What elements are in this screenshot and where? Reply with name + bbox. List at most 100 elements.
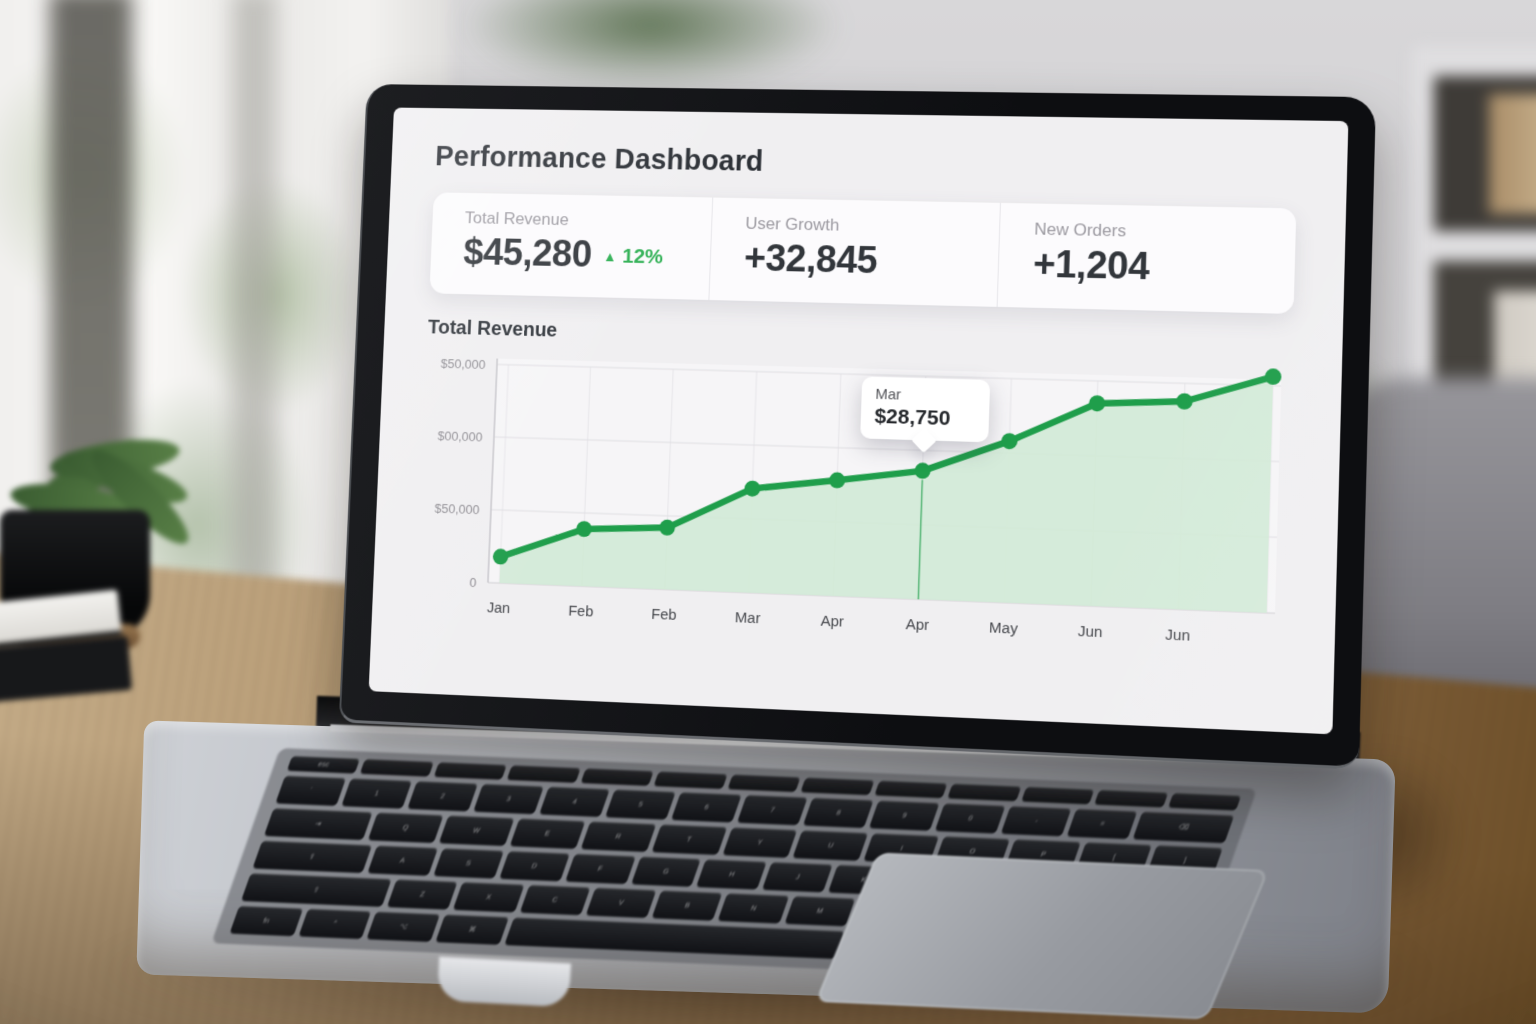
keyboard-key: 9: [869, 800, 940, 831]
keyboard-key: [1094, 789, 1168, 808]
keyboard-key: B: [651, 890, 723, 921]
x-tick-label: Feb: [651, 607, 677, 624]
data-point: [659, 519, 676, 536]
keyboard-key: [653, 771, 728, 790]
keyboard-key: X: [453, 882, 525, 913]
keyboard-key: C: [519, 885, 591, 916]
keyboard-key: ⇥: [263, 808, 373, 841]
keyboard-key: 2: [407, 781, 478, 812]
keyboard-key: [507, 765, 581, 783]
data-point: [914, 462, 931, 480]
shelf-books: [1489, 94, 1536, 214]
area-fill: [499, 356, 1274, 613]
stat-new-orders: New Orders +1,204: [996, 202, 1297, 314]
stat-user-growth: User Growth +32,845: [708, 197, 1000, 307]
chart-area: $50,000 $00,000 $50,000 0 Jan Feb Feb Mar Apr Apr…: [415, 345, 1301, 676]
keyboard-key: [1020, 786, 1095, 805]
keyboard-key: ⇧: [240, 873, 392, 907]
x-tick-label: Apr: [905, 617, 929, 634]
keyboard-key: V: [585, 887, 657, 918]
keyboard-key: 6: [671, 792, 742, 823]
y-tick-label: $50,000: [434, 501, 479, 518]
delta-value: 12%: [621, 244, 664, 268]
x-tick-label: May: [989, 620, 1019, 638]
stat-value: +1,204: [1032, 243, 1150, 289]
keyboard-key: 1: [341, 778, 413, 809]
keyboard-key: ⌘: [435, 914, 509, 945]
x-tick-label: Feb: [568, 603, 594, 620]
lid-open-notch: [436, 956, 572, 1008]
keyboard-key: [360, 759, 434, 777]
keyboard-key: 5: [605, 789, 676, 820]
tooltip-value: $28,750: [874, 405, 951, 431]
keyboard-key: Q: [367, 812, 444, 844]
y-tick-label: $00,000: [437, 428, 482, 444]
keyboard-key: J: [762, 862, 834, 893]
stat-delta: ▲ 12%: [603, 244, 664, 269]
trackpad: [815, 852, 1269, 1020]
keyboard-key: N: [718, 893, 789, 924]
keyboard-key: Z: [386, 879, 458, 910]
stats-card: Total Revenue $45,280 ▲ 12% User Growth …: [429, 192, 1297, 314]
stat-label: User Growth: [745, 213, 840, 235]
keyboard-key: [800, 777, 875, 796]
keyboard-key: R: [580, 821, 656, 852]
stat-label: New Orders: [1034, 219, 1127, 241]
keyboard-key: [947, 783, 1022, 802]
data-point: [576, 520, 593, 538]
keyboard-key: ⌫: [1132, 811, 1235, 844]
keyboard-key: U: [792, 830, 869, 861]
keyboard-key: T: [651, 824, 727, 855]
data-point: [828, 471, 845, 488]
keyboard-key: 3: [473, 784, 544, 815]
keyboard-key: D: [498, 851, 570, 882]
tooltip-month: Mar: [874, 386, 902, 404]
keyboard-key: E: [509, 818, 585, 849]
keyboard-key: S: [432, 848, 504, 879]
keyboard-key: ⇪: [252, 840, 372, 874]
data-point: [744, 480, 761, 497]
keyboard-key: -: [1001, 806, 1072, 837]
keyboard-key: 0: [935, 803, 1006, 834]
x-tick-label: Jan: [486, 600, 510, 617]
keyboard-key: Y: [721, 827, 798, 858]
chart-tooltip: Mar $28,750: [859, 376, 990, 443]
y-tick-label: $50,000: [440, 356, 485, 372]
keyboard-key: G: [630, 856, 702, 887]
data-point: [1001, 432, 1018, 450]
x-tick-label: Jun: [1078, 624, 1103, 642]
keyboard-key: [580, 768, 655, 786]
revenue-chart[interactable]: $50,000 $00,000 $50,000 0 Jan Feb Feb Mar Apr Apr…: [415, 345, 1301, 676]
delta-up-icon: ▲: [602, 247, 617, 264]
foliage-blur-top: [460, 0, 840, 90]
keyboard-key: 7: [737, 795, 808, 826]
stat-label: Total Revenue: [464, 208, 570, 230]
keyboard-key: M: [784, 896, 856, 927]
stat-value: +32,845: [743, 237, 878, 283]
keyboard-key: fn: [229, 905, 303, 937]
keyboard-key: [433, 762, 508, 780]
keyboard-key: [874, 780, 948, 799]
stat-value: $45,280: [462, 231, 593, 276]
data-point: [492, 548, 509, 565]
keyboard-key: esc: [286, 756, 361, 774]
keyboard-key: ⌥: [366, 911, 441, 942]
keyboard-key: `: [275, 775, 347, 806]
page-title: Performance Dashboard: [434, 141, 765, 178]
keyboard-key: W: [438, 815, 515, 846]
keyboard-key: A: [367, 845, 438, 876]
keyboard-key: H: [696, 859, 768, 890]
laptop-lid: Performance Dashboard Total Revenue $45,…: [338, 84, 1377, 770]
curtain-fold: [232, 0, 276, 600]
keyboard-key: 8: [803, 797, 874, 829]
keyboard-key: ⌃: [298, 908, 372, 940]
keyboard-key: [1167, 792, 1242, 811]
keyboard-key: =: [1067, 808, 1138, 840]
stat-total-revenue: Total Revenue $45,280 ▲ 12%: [429, 192, 712, 300]
x-tick-label: Apr: [820, 613, 844, 630]
x-tick-label: Mar: [735, 610, 761, 627]
keyboard-key: F: [564, 853, 636, 885]
y-tick-label: 0: [469, 575, 477, 590]
keyboard-key: 4: [539, 786, 610, 817]
